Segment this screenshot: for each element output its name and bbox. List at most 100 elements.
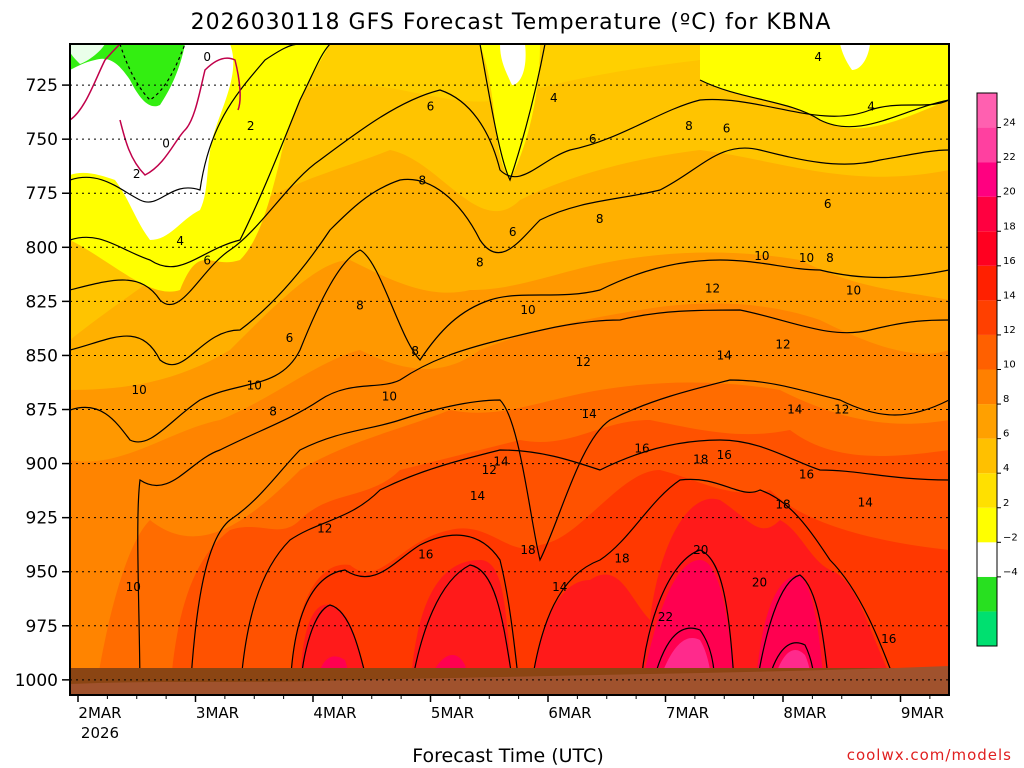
y-tick-label: 1000	[15, 671, 58, 691]
colorbar-swatch	[977, 265, 997, 301]
contour-label: 4	[176, 234, 184, 248]
contour-2	[70, 44, 301, 203]
contour-label: 14	[493, 454, 508, 468]
colorbar-label: 16	[1003, 256, 1016, 267]
x-tick-label: 5MAR	[431, 704, 474, 722]
x-tick-label: 7MAR	[666, 704, 709, 722]
colorbar-swatch	[977, 473, 997, 508]
y-tick-label: 925	[26, 509, 58, 529]
colorbar-label: −2	[1003, 532, 1018, 543]
contour-20	[299, 549, 831, 695]
contour-label: 4	[550, 91, 558, 105]
colorbar-label: 10	[1003, 360, 1016, 371]
colorbar-label: 20	[1003, 187, 1016, 198]
colorbar-label: 12	[1003, 325, 1016, 336]
colorbar-swatch	[977, 611, 997, 646]
colorbar-label: 24	[1003, 118, 1016, 129]
contour-label: 14	[552, 580, 567, 594]
y-tick-label: 825	[26, 292, 58, 312]
colorbar-swatch	[977, 196, 997, 232]
contour-label: 6	[509, 225, 517, 239]
y-axis: 725 750 775 800 825 850 875 900 925 950 975 1000	[15, 76, 70, 691]
x-tick-label: 3MAR	[196, 704, 239, 722]
contour-magenta	[70, 44, 241, 176]
colorbar-label: 6	[1003, 429, 1009, 440]
contour-label: 12	[317, 521, 332, 535]
x-year-label: 2026	[81, 724, 119, 742]
y-tick-label: 900	[26, 455, 58, 475]
contour-label: 2	[247, 119, 255, 133]
contour-label: 8	[269, 405, 277, 419]
contour-label: 8	[418, 173, 426, 187]
contour-lines	[70, 44, 949, 695]
contour-label: 12	[576, 355, 591, 369]
contour-label: 8	[356, 299, 364, 313]
contour-label: 10	[846, 284, 861, 298]
contour-label: 8	[826, 251, 834, 265]
contour-label: 18	[614, 552, 629, 566]
contour-label: 6	[589, 132, 597, 146]
colorbar-swatch	[977, 127, 997, 163]
colorbar-label: 14	[1003, 290, 1016, 301]
contour-label: 14	[717, 348, 732, 362]
plot-frame	[69, 43, 950, 696]
contour-label: 16	[799, 467, 814, 481]
contour-label: 10	[126, 580, 141, 594]
contour-6	[70, 89, 949, 306]
colorbar-swatch	[977, 162, 997, 197]
colorbar-swatch	[977, 404, 997, 439]
colorbar-label: 22	[1003, 152, 1016, 163]
fill-lightgreen	[70, 44, 105, 64]
contour-label: 4	[814, 50, 822, 64]
contour-label: 2	[133, 167, 141, 181]
contour-label: 10	[247, 379, 262, 393]
fill-band-20	[300, 498, 900, 695]
y-tick-label: 725	[26, 76, 58, 96]
y-tick-label: 775	[26, 184, 58, 204]
contour-label: 16	[881, 632, 896, 646]
y-tick-label: 875	[26, 401, 58, 421]
colorbar-swatch	[977, 300, 997, 335]
contour-label: 18	[693, 452, 708, 466]
y-tick-label: 800	[26, 238, 58, 258]
contour-14	[189, 379, 949, 695]
contour-label: 10	[382, 390, 397, 404]
contour-label: 8	[411, 344, 419, 358]
contour-label: 18	[520, 543, 535, 557]
contour-label: 8	[596, 212, 604, 226]
colorbar-label: −4	[1003, 567, 1018, 578]
colorbar-swatch	[977, 542, 997, 577]
temperature-fill	[70, 44, 949, 695]
x-axis: 2MAR 3MAR 4MAR 5MAR 6MAR 7MAR 8MAR 9MAR	[77, 695, 944, 722]
contour-label: 14	[858, 496, 873, 510]
contour-label: 10	[754, 249, 769, 263]
terrain-edge	[70, 666, 949, 695]
x-tick-label: 8MAR	[783, 704, 826, 722]
colorbar-swatch	[977, 369, 997, 405]
y-tick-label: 750	[26, 130, 58, 150]
contour-label: 6	[203, 253, 211, 267]
contour-label: 12	[705, 281, 720, 295]
x-axis-title: Forecast Time (UTC)	[412, 745, 603, 767]
contour-label: 6	[286, 331, 294, 345]
contour-label: 6	[824, 197, 832, 211]
fill-yellow	[70, 44, 949, 292]
contour-label: 16	[634, 441, 649, 455]
contour-label: 6	[427, 100, 435, 114]
contour-label: 14	[470, 489, 485, 503]
contour-label: 8	[476, 255, 484, 269]
y-tick-label: 850	[26, 346, 58, 366]
colorbar-label: 18	[1003, 221, 1016, 232]
contour-label: 10	[520, 303, 535, 317]
colorbar-swatch	[977, 438, 997, 474]
contour-label: 4	[867, 100, 875, 114]
contour-label: 16	[418, 547, 433, 561]
contour-label: 12	[834, 403, 849, 417]
fill-green	[70, 44, 185, 107]
colorbar-swatch	[977, 507, 997, 543]
contour-label: 16	[717, 448, 732, 462]
x-tick-label: 6MAR	[548, 704, 591, 722]
contour-18	[289, 478, 901, 695]
contour-label: 22	[658, 610, 673, 624]
